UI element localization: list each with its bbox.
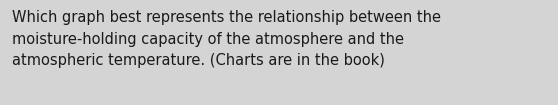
Text: Which graph best represents the relationship between the
moisture-holding capaci: Which graph best represents the relation… [12, 10, 441, 68]
